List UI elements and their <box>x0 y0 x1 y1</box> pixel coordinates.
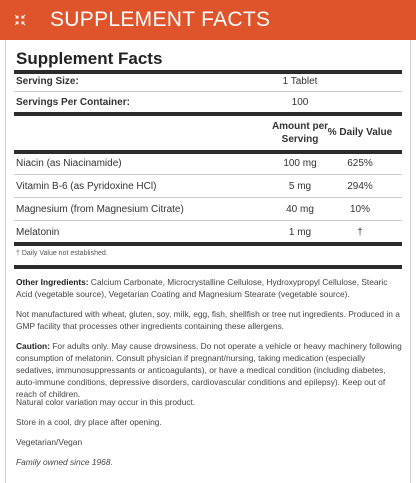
caution-text: For adults only. May cause drowsiness. D… <box>16 341 402 399</box>
amount-header: Amount per Serving <box>271 121 329 145</box>
nutrient-amount: 1 mg <box>288 227 312 238</box>
supplement-facts-panel: Supplement Facts Serving Size: 1 Tablet … <box>5 40 411 483</box>
facts-title: Supplement Facts <box>16 49 163 68</box>
caution-label: Caution: <box>16 341 50 351</box>
nutrient-amount: 5 mg <box>288 181 312 192</box>
nutrient-amount: 40 mg <box>286 204 314 215</box>
caution-note: Caution: For adults only. May cause drow… <box>16 340 402 400</box>
servings-label: Servings Per Container: <box>16 97 130 108</box>
nutrient-amount: 100 mg <box>283 158 317 169</box>
nutrient-name: Magnesium (from Magnesium Citrate) <box>16 204 184 215</box>
divider <box>14 91 402 92</box>
divider-thick <box>14 70 402 74</box>
color-note: Natural color variation may occur in thi… <box>16 397 196 407</box>
family-note: Family owned since 1968. <box>16 457 113 467</box>
nutrient-dv: † <box>357 227 363 238</box>
divider <box>14 174 402 175</box>
divider-thick <box>14 150 402 154</box>
serving-size-label: Serving Size: <box>16 76 79 87</box>
divider-thick <box>14 265 402 269</box>
nutrient-dv: 10% <box>349 204 370 215</box>
other-ingredients-text: Calcium Carbonate, Microcrystalline Cell… <box>16 277 388 299</box>
diet-note: Vegetarian/Vegan <box>16 437 83 447</box>
allergen-note: Not manufactured with wheat, gluten, soy… <box>16 309 400 331</box>
divider-thick <box>14 242 402 246</box>
nutrient-dv: 294% <box>347 181 373 192</box>
nutrient-dv: 625% <box>347 158 373 169</box>
serving-size-value: 1 Tablet <box>282 76 318 87</box>
other-ingredients: Other Ingredients: Calcium Carbonate, Mi… <box>16 276 402 300</box>
section-header: SUPPLEMENT FACTS <box>0 0 416 40</box>
nutrient-name: Niacin (as Niacinamide) <box>16 158 122 169</box>
nutrient-name: Vitamin B-6 (as Pyridoxine HCl) <box>16 181 157 192</box>
divider <box>14 220 402 221</box>
dv-header: % Daily Value <box>327 127 393 138</box>
storage-note: Store in a cool, dry place after opening… <box>16 417 162 427</box>
collapse-icon[interactable] <box>0 0 40 40</box>
servings-value: 100 <box>291 97 309 108</box>
nutrient-name: Melatonin <box>16 227 60 238</box>
dv-footnote: † Daily Value not established. <box>16 250 108 257</box>
other-ingredients-label: Other Ingredients: <box>16 277 89 287</box>
section-title: SUPPLEMENT FACTS <box>50 8 271 31</box>
divider <box>14 197 402 198</box>
divider-thick <box>14 112 402 116</box>
